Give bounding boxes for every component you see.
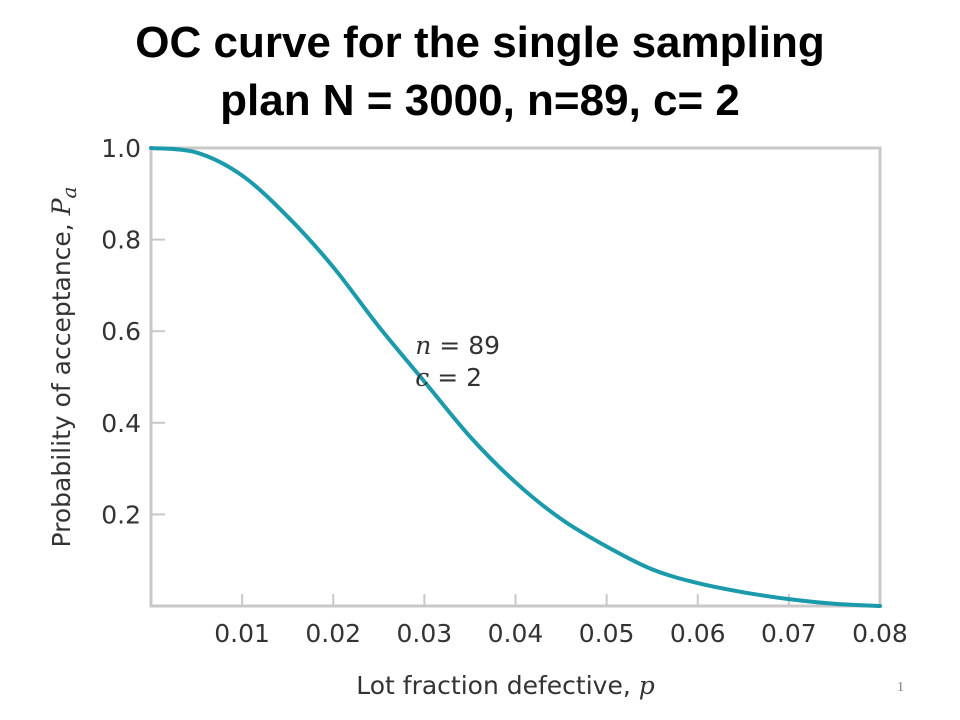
y-axis-label-symbol: P — [47, 197, 76, 216]
annotation-value: = 2 — [429, 363, 482, 392]
x-axis-label-symbol: p — [639, 671, 655, 700]
x-tick-label: 0.03 — [397, 619, 453, 648]
annotation-symbol: n — [415, 331, 431, 360]
x-tick-label: 0.05 — [579, 619, 635, 648]
x-tick-label: 0.06 — [670, 619, 726, 648]
oc-curve-line — [149, 146, 882, 608]
page-number: 1 — [897, 680, 904, 695]
x-tick-label: 0.07 — [761, 619, 817, 648]
x-tick-label: 0.02 — [305, 619, 361, 648]
y-axis-label-text: Probability of acceptance, — [47, 215, 76, 547]
y-tick-label: 0.4 — [101, 409, 141, 438]
y-tick-label: 1.0 — [101, 134, 141, 163]
y-axis-label: Probability of acceptance, Pa — [47, 187, 81, 548]
x-tick-label: 0.04 — [488, 619, 544, 648]
x-axis-label: Lot fraction defective, p — [356, 671, 655, 700]
plot-frame — [149, 146, 882, 608]
annotation-symbol: c — [415, 363, 429, 392]
x-axis-label-text: Lot fraction defective, — [356, 671, 639, 700]
annotation-c: c = 2 — [415, 363, 482, 392]
y-tick-label: 0.6 — [101, 317, 141, 346]
x-tick-label: 0.08 — [852, 619, 908, 648]
slide-title-line2: plan N = 3000, n=89, c= 2 — [220, 76, 740, 125]
y-tick-label: 0.2 — [101, 500, 141, 529]
y-tick-label: 0.8 — [101, 226, 141, 255]
slide-title: OC curve for the single sampling plan N … — [0, 14, 960, 130]
x-tick-label: 0.01 — [214, 619, 270, 648]
annotation-n: n = 89 — [415, 331, 500, 360]
annotation-value: = 89 — [431, 331, 500, 360]
y-axis-label-subscript: a — [57, 187, 81, 199]
slide-title-line1: OC curve for the single sampling — [135, 18, 825, 67]
